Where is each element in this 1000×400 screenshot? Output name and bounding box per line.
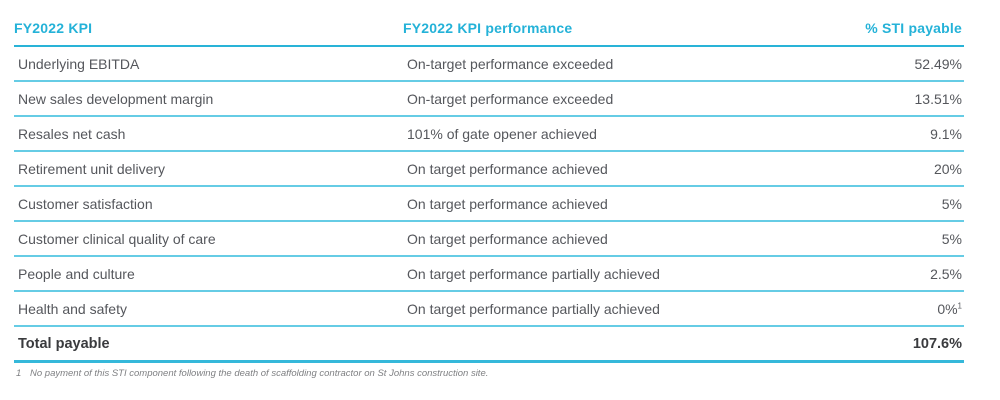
column-header-kpi: FY2022 KPI bbox=[14, 20, 93, 36]
table-row: Customer clinical quality of care On tar… bbox=[14, 222, 964, 257]
sti-cell: 2.5% bbox=[930, 265, 962, 282]
performance-cell: On-target performance exceeded bbox=[407, 90, 614, 107]
sti-value: 0% bbox=[937, 300, 958, 317]
total-row: Total payable 107.6% bbox=[14, 327, 964, 363]
kpi-cell: People and culture bbox=[18, 265, 135, 282]
sti-cell: 20% bbox=[933, 160, 962, 177]
column-header-sti-payable: % STI payable bbox=[865, 20, 962, 36]
total-label: Total payable bbox=[18, 335, 110, 352]
table-header-row: FY2022 KPI FY2022 KPI performance % STI … bbox=[14, 10, 964, 47]
table-row: Resales net cash 101% of gate opener ach… bbox=[14, 117, 964, 152]
table-row: Retirement unit delivery On target perfo… bbox=[14, 152, 964, 187]
kpi-cell: Health and safety bbox=[18, 300, 127, 317]
kpi-cell: New sales development margin bbox=[18, 90, 214, 107]
sti-cell: 5% bbox=[941, 195, 962, 212]
sti-cell: 5% bbox=[941, 230, 962, 247]
kpi-cell: Customer clinical quality of care bbox=[18, 230, 216, 247]
table-row: Health and safety On target performance … bbox=[14, 292, 964, 327]
performance-cell: On target performance partially achieved bbox=[407, 300, 660, 317]
footnote-marker: 1 bbox=[16, 368, 22, 379]
kpi-cell: Resales net cash bbox=[18, 125, 126, 142]
kpi-cell: Customer satisfaction bbox=[18, 195, 153, 212]
sti-cell: 9.1% bbox=[930, 125, 962, 142]
performance-cell: On target performance achieved bbox=[407, 230, 608, 247]
performance-cell: On target performance achieved bbox=[407, 195, 608, 212]
kpi-cell: Retirement unit delivery bbox=[18, 160, 166, 177]
performance-cell: On-target performance exceeded bbox=[407, 55, 614, 72]
footnote-marker-superscript: 1 bbox=[957, 300, 962, 310]
total-value: 107.6% bbox=[912, 335, 962, 352]
kpi-cell: Underlying EBITDA bbox=[18, 55, 140, 72]
table-row: Customer satisfaction On target performa… bbox=[14, 187, 964, 222]
performance-cell: On target performance achieved bbox=[407, 160, 608, 177]
sti-cell: 0%1 bbox=[784, 301, 964, 317]
performance-cell: 101% of gate opener achieved bbox=[407, 125, 597, 142]
performance-cell: On target performance partially achieved bbox=[407, 265, 660, 282]
table-row: People and culture On target performance… bbox=[14, 257, 964, 292]
footnote-text: No payment of this STI component followi… bbox=[30, 368, 489, 379]
table-row: Underlying EBITDA On-target performance … bbox=[14, 47, 964, 82]
footnote: 1 No payment of this STI component follo… bbox=[14, 368, 964, 379]
kpi-sti-table: FY2022 KPI FY2022 KPI performance % STI … bbox=[14, 10, 964, 379]
sti-cell: 52.49% bbox=[914, 55, 962, 72]
sti-cell: 13.51% bbox=[914, 90, 962, 107]
column-header-performance: FY2022 KPI performance bbox=[403, 20, 573, 36]
table-row: New sales development margin On-target p… bbox=[14, 82, 964, 117]
